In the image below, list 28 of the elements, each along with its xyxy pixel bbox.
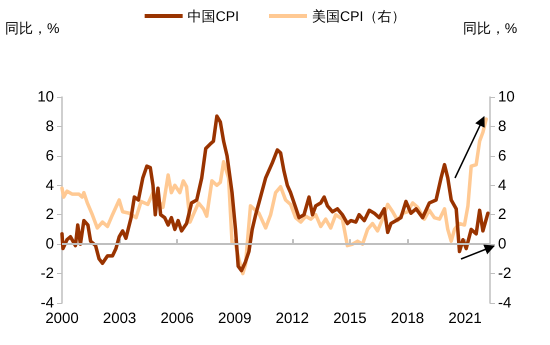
x-tick-label: 2000 [45, 310, 79, 327]
y-tick-label: 8 [46, 118, 54, 135]
x-tick-label: 2018 [390, 310, 424, 327]
y2-tick-label: 0 [498, 236, 506, 253]
y2-tick-label: 2 [498, 206, 506, 224]
y-tick-label: 10 [37, 88, 54, 106]
y-axis-title: 同比，% [5, 20, 60, 36]
y2-axis-title: 同比，% [462, 20, 518, 36]
x-tick-label: 2012 [276, 310, 309, 327]
x-tick-label: 2021 [448, 310, 482, 327]
y2-tick-label: 10 [498, 88, 515, 106]
legend-label: 美国CPI（右） [312, 8, 406, 24]
x-tick-label: 2003 [102, 310, 136, 327]
y2-tick-label: 6 [498, 147, 506, 164]
y2-tick-label: -2 [498, 265, 512, 282]
y2-tick-label: 4 [498, 176, 506, 194]
y-tick-label: 6 [46, 147, 54, 164]
y-tick-label: -2 [40, 265, 54, 282]
y2-tick-label: 8 [498, 118, 506, 135]
x-tick-label: 2015 [333, 310, 367, 327]
y2-tick-label: -4 [498, 294, 512, 312]
legend-label: 中国CPI [188, 8, 240, 24]
y-tick-label: -4 [40, 294, 54, 312]
y-tick-label: 2 [46, 206, 54, 224]
x-tick-label: 2006 [160, 310, 194, 327]
x-tick-label: 2009 [218, 310, 252, 327]
y-tick-label: 0 [46, 236, 54, 253]
y-tick-label: 4 [46, 176, 54, 194]
